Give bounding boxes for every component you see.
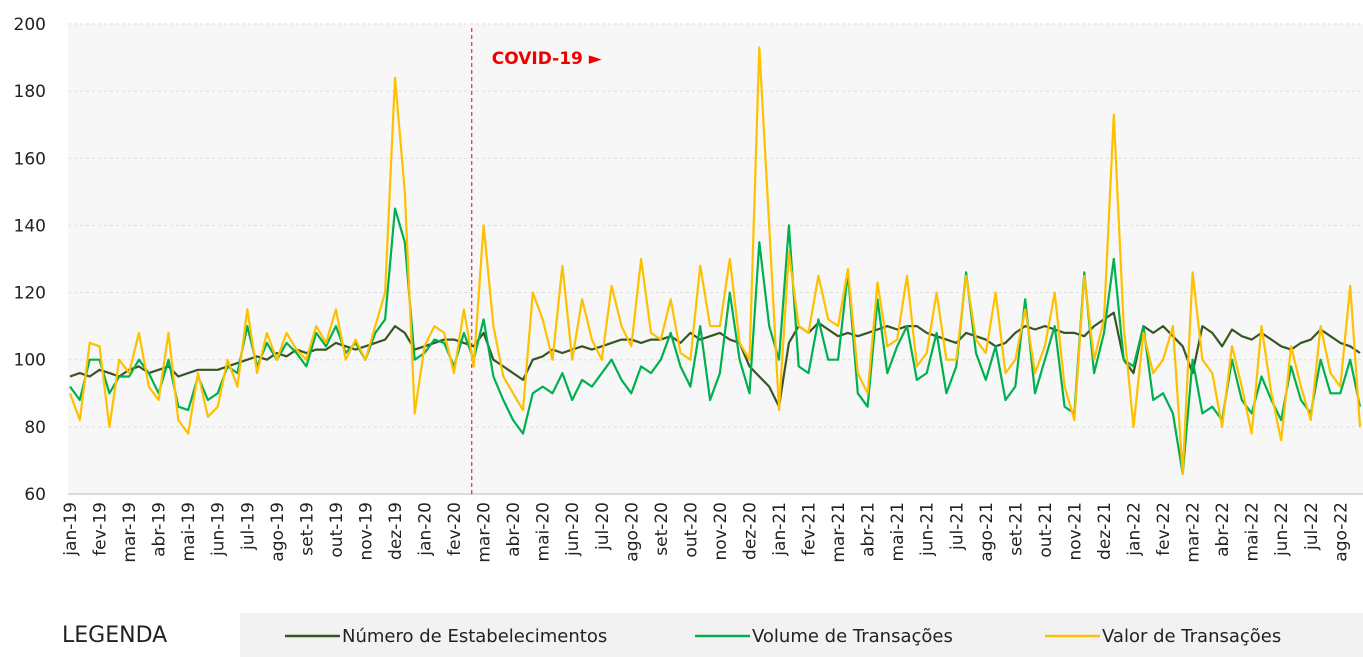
x-tick-label: jul-19 (238, 502, 258, 551)
x-tick-label: abr-20 (504, 502, 524, 557)
x-tick-label: jun-19 (209, 502, 229, 557)
x-tick-label: jun-22 (1272, 502, 1292, 557)
series-line (68, 46, 1362, 475)
legend-box (240, 613, 1363, 657)
legend-label: Valor de Transações (1102, 626, 1281, 647)
annotation: COVID-19 ► (492, 49, 603, 69)
x-tick-label: jan-22 (1125, 502, 1145, 557)
x-tick-label: set-21 (1006, 502, 1026, 556)
x-tick-label: abr-19 (150, 502, 170, 557)
x-tick-label: dez-20 (740, 502, 760, 560)
legend-label: Número de Estabelecimentos (342, 626, 607, 647)
x-tick-label: out-21 (1036, 502, 1056, 558)
x-tick-label: mar-22 (1184, 502, 1204, 563)
x-tick-label: ago-21 (977, 502, 997, 562)
x-tick-label: nov-19 (356, 502, 376, 561)
x-tick-label: mar-20 (475, 502, 495, 563)
x-tick-label: out-19 (327, 502, 347, 558)
x-tick-label: set-20 (652, 502, 672, 556)
x-tick-label: mai-19 (179, 502, 199, 561)
x-tick-label: jan-20 (416, 502, 436, 557)
x-tick-label: mar-21 (829, 502, 849, 563)
x-tick-label: jun-20 (563, 502, 583, 557)
legend-label: Volume de Transações (752, 626, 953, 647)
x-tick-label: jan-19 (61, 502, 81, 557)
x-tick-label: mai-22 (1243, 502, 1263, 561)
x-tick-label: jul-22 (1302, 502, 1322, 551)
x-tick-label: mar-19 (120, 502, 140, 563)
y-tick-label: 140 (14, 216, 46, 236)
x-tick-label: jul-21 (947, 502, 967, 551)
x-tick-label: ago-20 (622, 502, 642, 562)
y-tick-label: 160 (14, 149, 46, 169)
x-tick-label: nov-21 (1065, 502, 1085, 561)
x-tick-label: fev-19 (91, 502, 111, 556)
y-tick-label: 120 (14, 284, 46, 304)
legend-title: LEGENDA (62, 623, 167, 648)
x-tick-label: jun-21 (918, 502, 938, 557)
x-tick-label: set-19 (297, 502, 317, 556)
x-tick-label: ago-19 (268, 502, 288, 562)
x-tick-label: out-20 (681, 502, 701, 558)
x-tick-label: mai-21 (888, 502, 908, 561)
x-tick-label: abr-21 (859, 502, 879, 557)
x-tick-label: abr-22 (1213, 502, 1233, 557)
plot-area (68, 24, 1363, 494)
x-tick-label: fev-21 (800, 502, 820, 556)
x-tick-label: jan-21 (770, 502, 790, 557)
x-tick-label: fev-20 (445, 502, 465, 556)
x-tick-label: mai-20 (534, 502, 554, 561)
x-tick-label: jul-20 (593, 502, 613, 551)
x-tick-label: nov-20 (711, 502, 731, 561)
y-tick-label: 180 (14, 82, 46, 102)
x-tick-label: ago-22 (1331, 502, 1351, 562)
y-tick-label: 100 (14, 351, 46, 371)
y-tick-label: 60 (24, 485, 46, 505)
y-tick-label: 80 (24, 418, 46, 438)
y-tick-label: 200 (14, 15, 46, 35)
x-tick-label: dez-21 (1095, 502, 1115, 560)
x-tick-label: dez-19 (386, 502, 406, 560)
series-line (69, 311, 1361, 408)
x-tick-label: fev-22 (1154, 502, 1174, 556)
